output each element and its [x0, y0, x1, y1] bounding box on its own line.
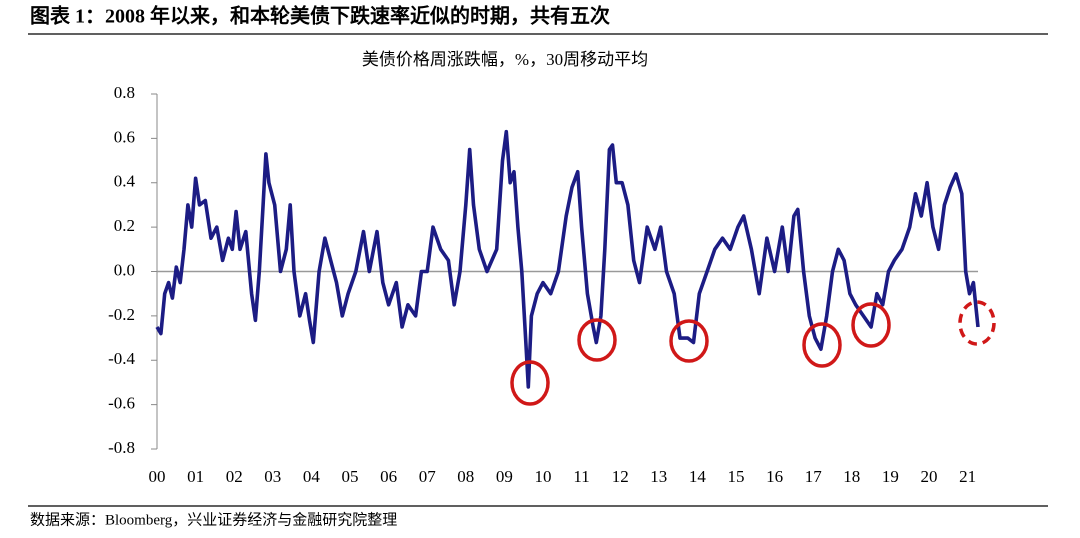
x-tick-label: 00: [149, 467, 166, 486]
y-tick-label: 0.0: [114, 260, 135, 279]
highlight-circle: [802, 322, 842, 368]
highlight-circle: [851, 302, 891, 348]
x-tick-label: 02: [226, 467, 243, 486]
x-tick-label: 15: [728, 467, 745, 486]
y-tick-label: -0.6: [108, 394, 135, 413]
x-tick-label: 08: [457, 467, 474, 486]
x-tick-label: 21: [959, 467, 976, 486]
x-tick-label: 04: [303, 467, 321, 486]
data-line: [155, 129, 980, 389]
highlight-circle: [577, 318, 617, 362]
x-tick-label: 11: [573, 467, 589, 486]
y-tick-label: -0.8: [108, 438, 135, 457]
highlight-circle: [669, 319, 709, 363]
y-tick-label: 0.2: [114, 216, 135, 235]
x-tick-label: 20: [921, 467, 938, 486]
x-tick-label: 14: [689, 467, 707, 486]
x-tick-label: 01: [187, 467, 204, 486]
y-tick-label: 0.6: [114, 127, 135, 146]
y-tick-label: -0.2: [108, 305, 135, 324]
highlight-circles: [510, 300, 996, 406]
x-tick-label: 03: [264, 467, 281, 486]
x-tick-label: 19: [882, 467, 899, 486]
chart-subtitle: 美债价格周涨跌幅，%，30周移动平均: [362, 50, 648, 69]
x-tick-label: 05: [342, 467, 359, 486]
x-tick-label: 17: [805, 467, 823, 486]
highlight-circle: [510, 360, 550, 406]
y-tick-label: -0.4: [108, 349, 135, 368]
plot-area: 0.8 0.6 0.4 0.2 0.0 -0.2 -0.4 -0.6 -0.8 00 01 02 03 0…: [108, 83, 980, 486]
y-tick-label: 0.8: [114, 83, 135, 102]
x-tick-label: 09: [496, 467, 513, 486]
chart-title: 图表 1：2008 年以来，和本轮美债下跌速率近似的时期，共有五次: [30, 4, 610, 28]
x-tick-label: 06: [380, 467, 397, 486]
x-tick-label: 10: [535, 467, 552, 486]
x-tick-label: 13: [650, 467, 667, 486]
highlight-circle-dashed: [958, 300, 996, 346]
x-tick-label: 12: [612, 467, 629, 486]
x-tick-label: 18: [843, 467, 860, 486]
source-note: 数据来源：Bloomberg，兴业证券经济与金融研究院整理: [30, 510, 397, 528]
x-tick-label: 16: [766, 467, 783, 486]
y-tick-label: 0.4: [114, 172, 136, 191]
x-tick-label: 07: [419, 467, 437, 486]
